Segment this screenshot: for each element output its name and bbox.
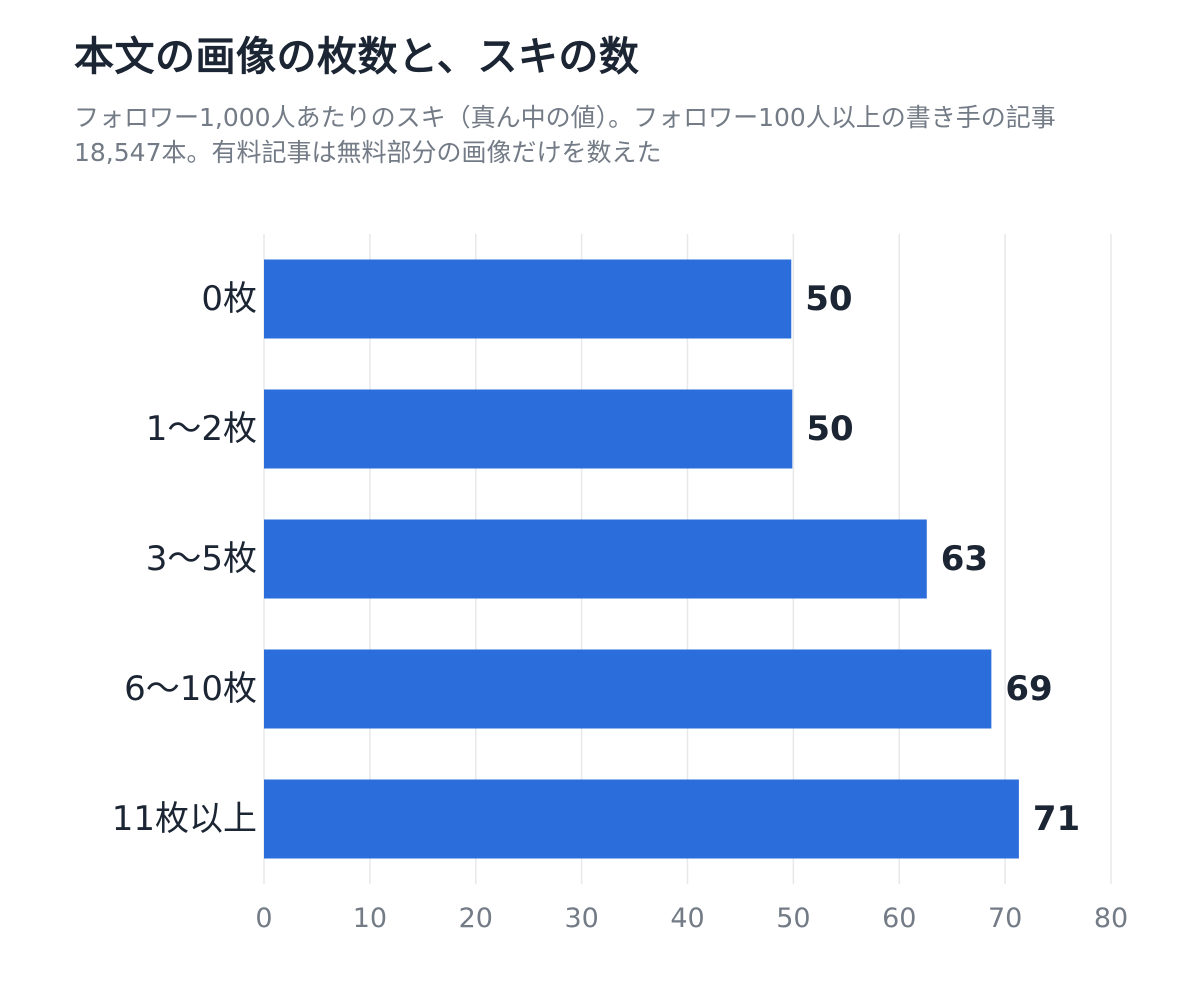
x-axis-ticks: 0 10 20 30 40 50 60 70 80 <box>255 903 1128 934</box>
chart-subtitle: フォロワー1,000人あたりのスキ（真ん中の値）。フォロワー100人以上の書き手… <box>74 103 1056 167</box>
x-tick-label: 70 <box>988 903 1022 934</box>
value-label: 63 <box>941 539 988 579</box>
x-tick-label: 50 <box>776 903 810 934</box>
bar <box>264 389 793 469</box>
category-label: 3〜5枚 <box>146 539 257 579</box>
bar <box>264 519 927 599</box>
value-label: 50 <box>805 279 852 319</box>
category-label: 11枚以上 <box>112 799 257 839</box>
category-labels: 0枚 1〜2枚 3〜5枚 6〜10枚 11枚以上 <box>112 279 257 839</box>
category-label: 1〜2枚 <box>146 409 257 449</box>
x-tick-label: 40 <box>670 903 704 934</box>
x-tick-label: 10 <box>353 903 387 934</box>
value-labels: 50 50 63 69 71 <box>805 279 1080 839</box>
bars <box>264 259 1019 859</box>
category-label: 0枚 <box>201 279 257 319</box>
x-tick-label: 30 <box>564 903 598 934</box>
bar <box>264 649 992 729</box>
value-label: 50 <box>806 409 853 449</box>
x-tick-label: 20 <box>459 903 493 934</box>
value-label: 69 <box>1005 669 1052 709</box>
category-label: 6〜10枚 <box>124 669 257 709</box>
bar <box>264 259 792 339</box>
x-tick-label: 80 <box>1094 903 1128 934</box>
bar <box>264 779 1019 859</box>
value-label: 71 <box>1033 799 1080 839</box>
x-tick-label: 0 <box>255 903 272 934</box>
x-tick-label: 60 <box>882 903 916 934</box>
chart-title: 本文の画像の枚数と、スキの数 <box>74 34 640 80</box>
